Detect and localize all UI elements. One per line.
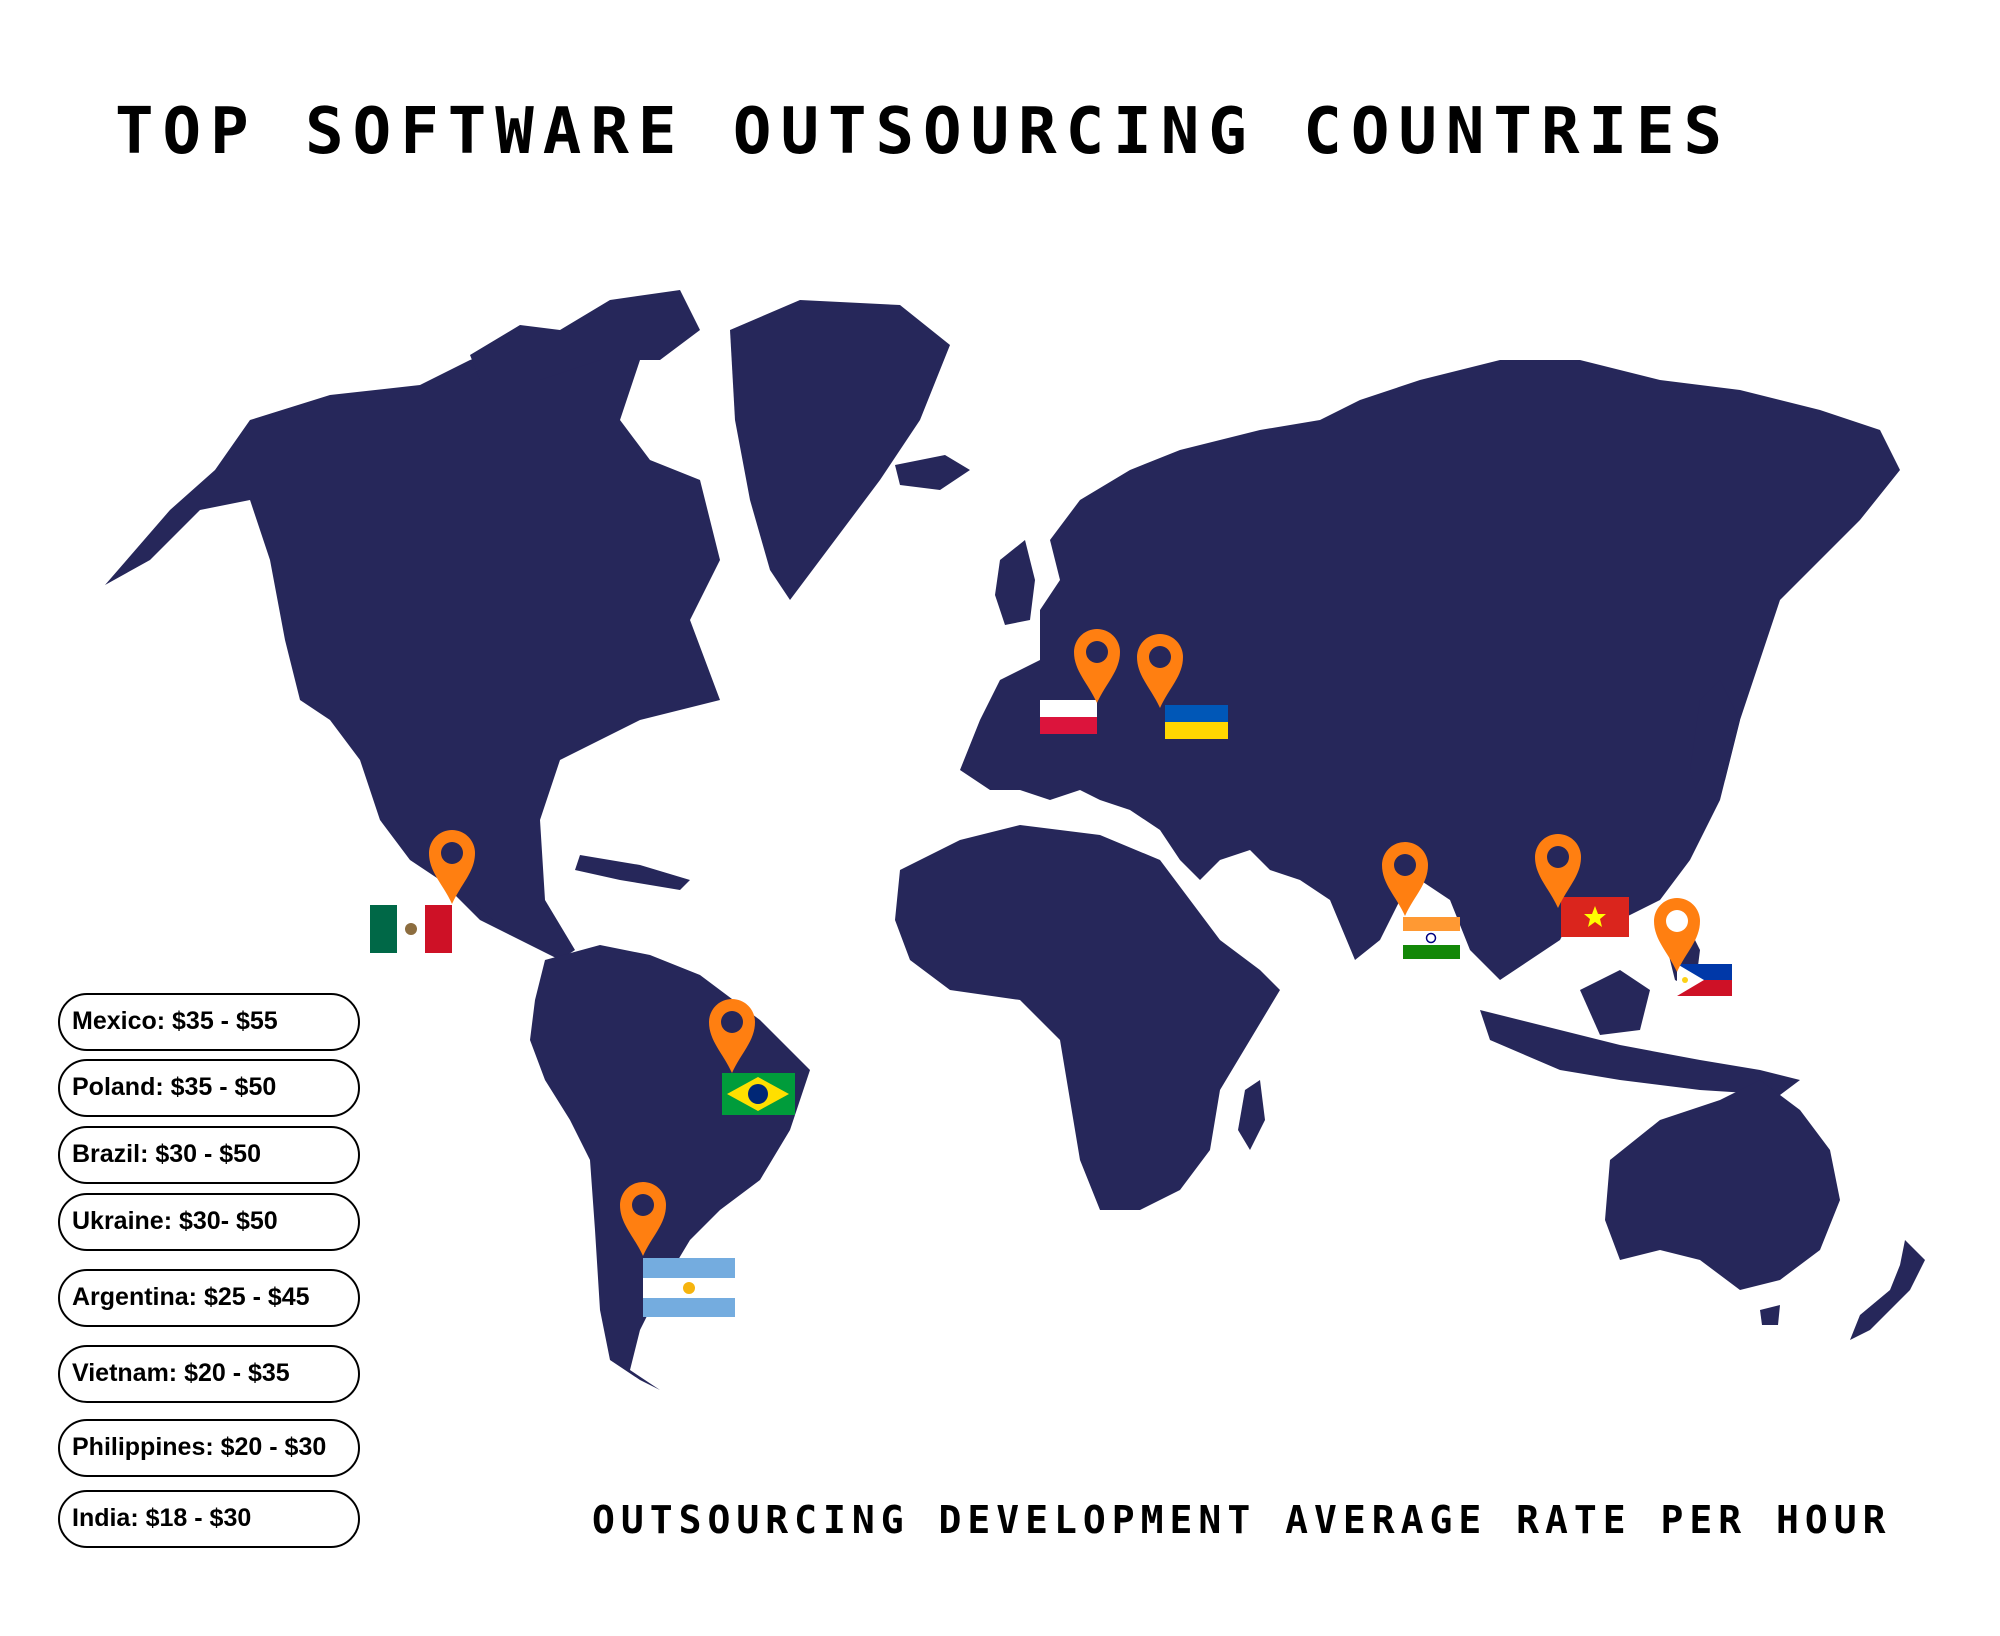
argentina-flag-icon (643, 1258, 735, 1317)
india-flag-icon (1403, 917, 1460, 959)
vietnam-flag-icon (1561, 897, 1629, 937)
africa-shape (895, 825, 1280, 1210)
philippines-flag-icon (1677, 964, 1732, 996)
rate-item-philippines: Philippines: $20 - $30 (58, 1419, 360, 1477)
brazil-flag-icon (722, 1073, 795, 1115)
madagascar-shape (1238, 1080, 1265, 1150)
page-title: TOP SOFTWARE OUTSOURCING COUNTRIES (115, 95, 1732, 169)
page-subtitle: OUTSOURCING DEVELOPMENT AVERAGE RATE PER… (592, 1498, 1892, 1542)
indonesia-shape (1480, 1010, 1800, 1095)
south-america-shape (530, 945, 810, 1390)
uk-shape (995, 540, 1035, 625)
rate-item-poland: Poland: $35 - $50 (58, 1059, 360, 1117)
rate-item-mexico: Mexico: $35 - $55 (58, 993, 360, 1051)
arctic-islands-shape (470, 290, 700, 380)
mexico-flag-icon (370, 905, 452, 953)
new-zealand-shape (1850, 1240, 1925, 1340)
borneo-shape (1580, 970, 1650, 1035)
rate-item-argentina: Argentina: $25 - $45 (58, 1269, 360, 1327)
central-america-shape (470, 900, 575, 960)
eurasia-shape (960, 360, 1900, 980)
tasmania-shape (1760, 1305, 1780, 1325)
rate-item-vietnam: Vietnam: $20 - $35 (58, 1345, 360, 1403)
iceland-shape (895, 455, 970, 490)
rate-item-ukraine: Ukraine: $30- $50 (58, 1193, 360, 1251)
ukraine-flag-icon (1165, 705, 1228, 739)
north-america-shape (105, 335, 720, 935)
caribbean-shape (575, 855, 690, 890)
poland-flag-icon (1040, 700, 1097, 734)
greenland-shape (730, 300, 950, 600)
australia-shape (1605, 1080, 1840, 1290)
rate-item-india: India: $18 - $30 (58, 1490, 360, 1548)
land-masses (105, 290, 1925, 1390)
japan-shape (1690, 680, 1740, 800)
philippines-pin-icon[interactable] (1654, 898, 1700, 972)
rate-item-brazil: Brazil: $30 - $50 (58, 1126, 360, 1184)
